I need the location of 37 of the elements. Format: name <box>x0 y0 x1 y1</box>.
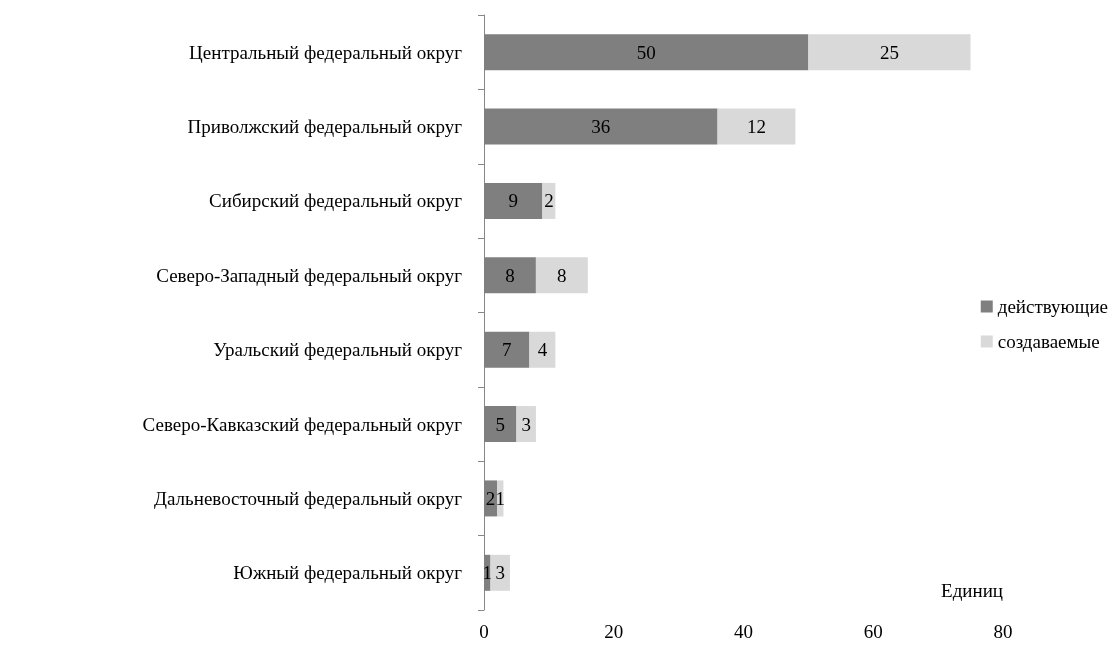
data-label: 2 <box>485 487 496 509</box>
y-tick-label: Дальневосточный федеральный округ <box>154 487 463 509</box>
data-label: 36 <box>591 116 611 138</box>
data-label: 3 <box>495 562 505 584</box>
y-tick-label: Уральский федеральный округ <box>213 339 463 361</box>
x-tick-label: 40 <box>734 621 753 642</box>
data-label: 25 <box>879 41 899 63</box>
data-label: 9 <box>508 190 518 212</box>
y-tick-label: Северо-Кавказский федеральный округ <box>142 413 463 435</box>
x-tick-label: 80 <box>993 621 1013 642</box>
bar <box>516 406 536 443</box>
data-label: 50 <box>636 41 656 63</box>
bar <box>808 34 971 71</box>
legend-label: создаваемые <box>997 331 1100 352</box>
x-tick-label: 60 <box>863 621 883 642</box>
data-label: 12 <box>746 116 766 138</box>
bar <box>529 331 556 368</box>
bar <box>535 257 588 294</box>
data-label: 1 <box>495 487 505 509</box>
y-tick-label: Центральный федеральный округ <box>189 41 463 63</box>
x-tick-label: 20 <box>604 621 624 642</box>
bar <box>717 108 796 145</box>
y-tick-label: Северо-Западный федеральный округ <box>156 264 463 286</box>
data-label: 3 <box>521 413 531 435</box>
data-label: 8 <box>557 264 567 286</box>
data-label: 7 <box>501 339 512 361</box>
data-label: 8 <box>505 264 515 286</box>
data-label: 2 <box>544 190 554 212</box>
y-tick-label: Сибирский федеральный округ <box>209 190 463 212</box>
y-tick-label: Приволжский федеральный округ <box>187 116 463 138</box>
data-label: 4 <box>537 339 548 361</box>
x-axis-title: Единиц <box>941 580 1003 601</box>
y-tick-label: Южный федеральный округ <box>233 562 463 584</box>
legend-label: действующие <box>997 296 1109 317</box>
x-tick-label: 0 <box>479 621 489 642</box>
bar <box>490 554 510 591</box>
data-label: 5 <box>495 413 505 435</box>
